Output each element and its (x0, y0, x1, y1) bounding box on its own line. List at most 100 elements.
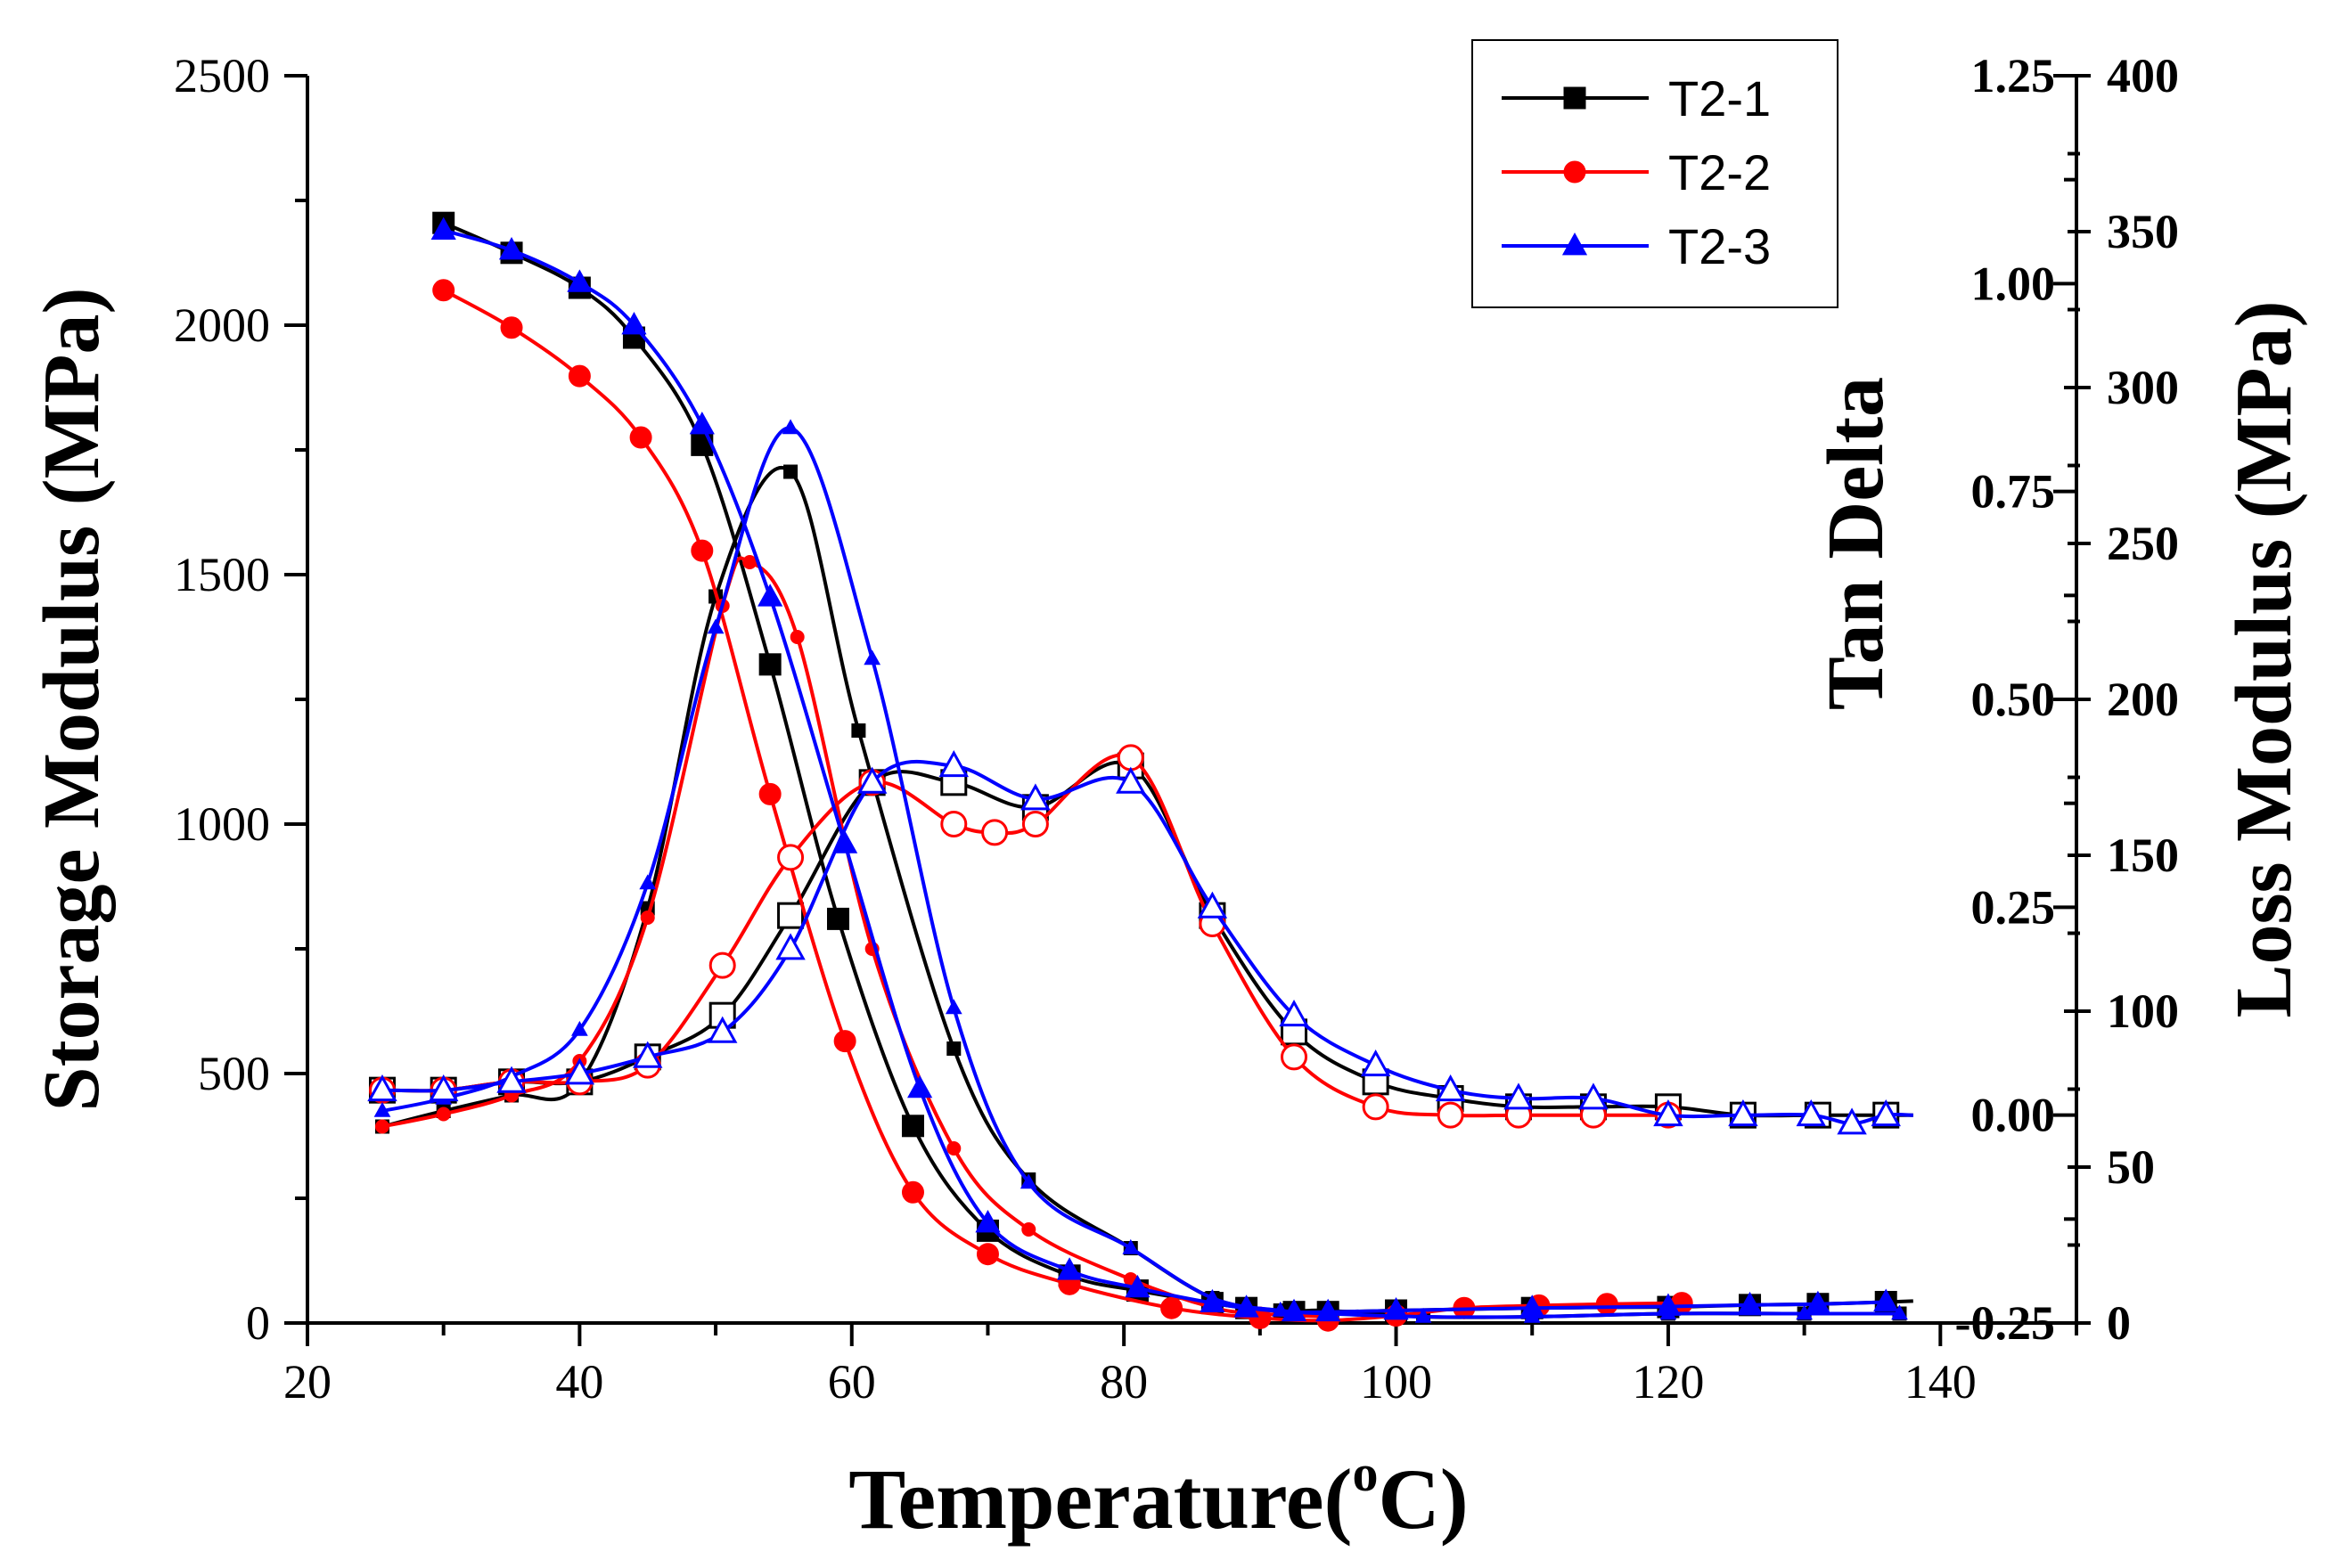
legend-label-T2-1: T2-1 (1668, 70, 1771, 127)
T2-2-tan-delta-point (777, 844, 805, 871)
T2-3-tan-delta-point (1360, 1049, 1391, 1077)
T2-2-tan-delta-point (1021, 811, 1049, 837)
storage-axis-ticks: 0 500 1000 1500 2000 2500 (174, 49, 307, 1350)
T2-2-loss-point (436, 1107, 451, 1122)
T2-2-loss-point (640, 911, 655, 925)
loss-tick-label: 400 (2107, 49, 2179, 102)
loss-tick-label: 350 (2107, 205, 2179, 258)
legend: T2-1 T2-2 T2-3 (1471, 39, 1839, 308)
loss-tick-label: 200 (2107, 673, 2179, 726)
x-tick-label: 140 (1904, 1355, 1977, 1409)
tan-delta-tick-label: -0.25 (1955, 1296, 2055, 1350)
T2-3-storage-point (758, 584, 783, 607)
T2-1-loss-point (946, 1041, 962, 1056)
T2-3-loss-point (864, 649, 881, 666)
T2-2-loss-point (1021, 1222, 1036, 1237)
T2-3-tan-delta-line (381, 759, 1913, 1126)
tan-delta-tick-label: 0.50 (1971, 673, 2056, 726)
storage-tick-label: 1000 (174, 797, 270, 851)
T2-3-storage-point (430, 216, 456, 241)
T2-2-tan-delta-point (1437, 1101, 1464, 1129)
x-axis-title-main: Temperature( (848, 1451, 1352, 1547)
T2-2-loss-point (742, 555, 758, 569)
T2-3-tan-delta-point (1728, 1098, 1758, 1127)
T2-3-tan-delta-point (1435, 1074, 1466, 1102)
x-axis-ticks: 20 40 60 80 100 120 140 (283, 1323, 2078, 1409)
series-T2-3 (367, 216, 1913, 1323)
x-tick-label: 100 (1360, 1355, 1432, 1409)
T2-2-tan-delta-point (1362, 1093, 1389, 1121)
legend-label-T2-2: T2-2 (1668, 144, 1771, 200)
T2-3-loss-point (1272, 1301, 1290, 1317)
T2-3-loss-point (571, 1020, 588, 1036)
T2-3-tan-delta-point (496, 1066, 527, 1093)
storage-tick-label: 2500 (174, 49, 270, 102)
T2-1-tan-delta-line (381, 760, 1913, 1118)
tan-delta-tick-label: 1.25 (1971, 49, 2056, 102)
storage-tick-label: 0 (246, 1296, 270, 1350)
T2-2-tan-delta-point (981, 819, 1009, 846)
storage-tick-label: 1500 (174, 548, 270, 601)
T2-2-loss-point (946, 1141, 962, 1156)
tan-delta-axis-ticks: -0.25 0.00 0.25 0.50 0.75 1.00 1.25 (1955, 49, 2076, 1350)
T2-3-tan-delta-point (1871, 1098, 1901, 1127)
T2-3-loss-point (707, 618, 725, 634)
T2-3-tan-delta-point (367, 1074, 397, 1102)
T2-3-tan-delta-point (1197, 891, 1228, 919)
T2-3-loss-point (639, 874, 657, 890)
T2-3-tan-delta-point (1279, 999, 1309, 1027)
T2-2-loss-point (790, 630, 805, 644)
loss-tick-label: 300 (2107, 361, 2179, 414)
T2-3-tan-delta-point (1578, 1082, 1609, 1110)
T2-3-tan-delta-point (1503, 1082, 1534, 1110)
T2-3-tan-delta-point (1796, 1098, 1826, 1127)
tan-delta-tick-label: 0.75 (1971, 465, 2056, 519)
T2-2-storage-point (691, 539, 714, 562)
storage-tick-label: 2000 (174, 298, 270, 352)
T2-3-storage-point (1125, 1274, 1151, 1298)
T2-2-tan-delta-point (1281, 1043, 1308, 1071)
T2-1-loss-point (851, 723, 866, 738)
T2-3-tan-delta-point (938, 749, 970, 778)
tan-delta-tick-label: 0.25 (1971, 880, 2056, 934)
T2-3-loss-point (1020, 1173, 1037, 1189)
tan-delta-tick-label: 1.00 (1971, 257, 2056, 310)
T2-3-storage-point (907, 1074, 933, 1098)
legend-marker-T2-1 (1563, 86, 1586, 110)
loss-tick-label: 100 (2107, 984, 2179, 1038)
T2-3-storage-point (498, 237, 525, 260)
loss-axis-title: Loss Modulus (MPa) (2220, 300, 2308, 1017)
T2-2-storage-point (976, 1243, 999, 1266)
x-tick-label: 60 (828, 1355, 876, 1409)
T2-3-tan-delta-point (1653, 1098, 1683, 1127)
T2-3-loss-point (1796, 1304, 1813, 1320)
T2-3-storage-point (975, 1210, 1001, 1233)
storage-axis-title: Storage Modulus (MPa) (28, 288, 116, 1112)
T2-2-storage-point (432, 279, 455, 302)
T2-3-storage-point (1873, 1288, 1899, 1311)
T2-3-storage-point (567, 269, 593, 292)
x-tick-label: 120 (1632, 1355, 1704, 1409)
T2-3-tan-delta-point (775, 933, 806, 960)
T2-3-tan-delta-point (1020, 783, 1051, 811)
T2-1-storage-line (442, 221, 1913, 1315)
x-axis-title-degree: o (1352, 1444, 1378, 1502)
T2-2-storage-line (442, 289, 1683, 1323)
x-tick-label: 40 (555, 1355, 603, 1409)
T2-1-tan-delta-point (777, 902, 805, 929)
T2-3-loss-point (945, 999, 962, 1015)
T2-3-loss-line (381, 426, 1900, 1319)
legend-label-T2-3: T2-3 (1668, 218, 1771, 274)
T2-3-loss-point (782, 419, 799, 435)
T2-2-storage-point (758, 782, 782, 805)
T2-3-storage-point (1383, 1297, 1409, 1320)
T2-2-tan-delta-point (1117, 744, 1144, 772)
x-axis-title-unit: C) (1378, 1451, 1468, 1547)
x-tick-label: 80 (1100, 1355, 1148, 1409)
x-tick-label: 20 (283, 1355, 332, 1409)
T2-1-storage-point (758, 653, 782, 676)
T2-3-loss-point (1523, 1307, 1541, 1323)
T2-2-storage-point (568, 364, 591, 388)
storage-tick-label: 500 (198, 1047, 270, 1100)
